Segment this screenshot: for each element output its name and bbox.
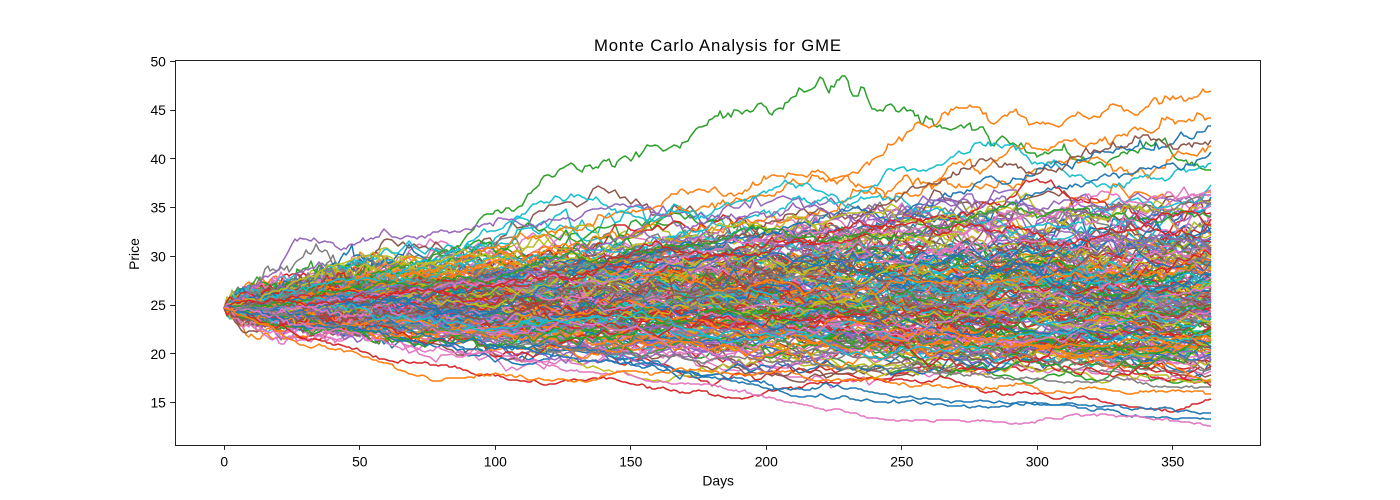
svg-text:50: 50 xyxy=(150,54,166,70)
svg-text:Days: Days xyxy=(702,473,734,489)
svg-text:Price: Price xyxy=(126,238,142,270)
svg-text:40: 40 xyxy=(150,151,166,167)
svg-text:350: 350 xyxy=(1161,453,1184,469)
svg-text:250: 250 xyxy=(890,453,913,469)
svg-text:150: 150 xyxy=(619,453,642,469)
svg-text:30: 30 xyxy=(150,248,166,264)
svg-text:200: 200 xyxy=(755,453,778,469)
svg-text:50: 50 xyxy=(352,453,368,469)
svg-text:15: 15 xyxy=(150,395,166,411)
svg-text:25: 25 xyxy=(150,297,166,313)
svg-text:300: 300 xyxy=(1026,453,1049,469)
svg-text:0: 0 xyxy=(220,453,228,469)
svg-text:45: 45 xyxy=(150,102,166,118)
svg-text:35: 35 xyxy=(150,200,166,216)
svg-text:20: 20 xyxy=(150,346,166,362)
svg-text:Monte Carlo Analysis for GME: Monte Carlo Analysis for GME xyxy=(594,36,841,55)
svg-text:100: 100 xyxy=(484,453,507,469)
